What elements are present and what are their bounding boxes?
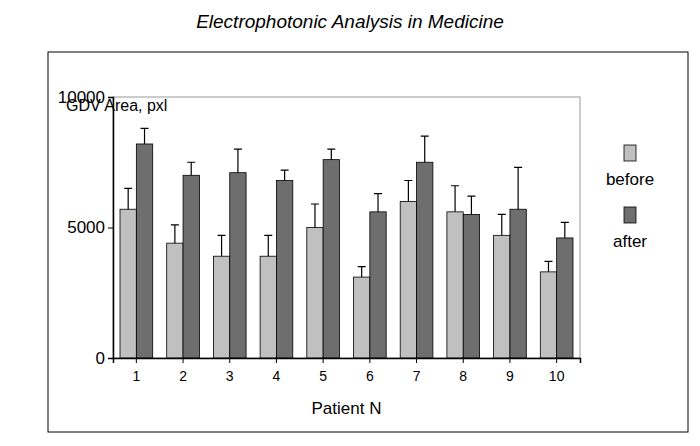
y-axis: 0500010000 [58,88,114,368]
x-tick-label: 1 [132,368,140,384]
x-tick-mark [369,358,370,363]
chart: Electrophotonic Analysis in Medicine 0 500… [0,0,700,446]
x-tick-mark [276,358,277,363]
error-bar [141,128,149,144]
legend-swatch [624,207,636,223]
y-tick-mark [108,228,113,229]
error-bar [374,194,382,212]
bar [494,235,510,358]
bar [557,238,573,358]
bar [400,201,416,358]
bar [323,160,339,358]
x-tick-label: 2 [179,368,187,384]
legend-label: before [606,170,654,189]
x-axis-title: Patient N [312,399,382,418]
x-tick-mark [509,358,510,363]
x-tick: 7 [413,358,421,384]
x-tick-label: 6 [366,368,374,384]
bars [120,128,573,358]
y-tick-mark [108,358,113,359]
bar [370,212,386,358]
x-tick: 3 [226,358,234,384]
bar [260,256,276,358]
error-bar [544,261,552,271]
x-tick: 1 [132,358,140,384]
legend: before after [606,145,654,251]
y-tick: 5000 [67,218,113,237]
x-tick-label: 5 [319,368,327,384]
bar [213,256,229,358]
x-tick-mark [183,358,184,363]
bar [463,214,479,358]
y-axis-title: GDV Area, pxl [66,97,167,114]
x-tick-label: 9 [506,368,514,384]
error-bar [234,149,242,172]
bar [540,272,556,358]
x-tick-label: 3 [226,368,234,384]
x-tick-label: 7 [413,368,421,384]
error-bar [187,162,195,175]
bar [510,209,526,358]
y-tick-label: 5000 [67,218,105,237]
error-bar [467,196,475,214]
plot-frame [113,97,580,358]
error-bar [451,186,459,212]
bar [183,175,199,358]
legend-swatch [624,145,636,161]
chart-frame [48,52,688,432]
error-bar [498,214,506,235]
error-bar [404,181,412,202]
bar [120,209,136,358]
error-bar [281,170,289,180]
x-tick-mark [229,358,230,363]
error-bar [561,222,569,238]
error-bar [311,204,319,227]
error-bar [124,188,132,209]
title: Electrophotonic Analysis in Medicine [196,11,504,32]
bar [417,162,433,358]
x-axis: 1 2 3 4 5 6 7 8 9 10 [114,358,581,384]
error-bar [358,267,366,277]
bar [276,181,292,358]
bar [230,173,246,358]
y-axis-line [108,98,114,359]
x-tick-mark [323,358,324,363]
x-axis-line [114,359,581,364]
legend-label: after [613,232,647,251]
series-1 [136,128,573,358]
x-tick: 8 [459,358,467,384]
x-tick: 9 [506,358,514,384]
error-bar [421,136,429,162]
x-tick-mark [416,358,417,363]
x-tick: 5 [319,358,327,384]
x-tick-mark [556,358,557,363]
x-tick: 4 [273,358,281,384]
x-tick: 2 [179,358,187,384]
error-bar [218,235,226,256]
x-tick-label: 4 [273,368,281,384]
bar [447,212,463,358]
y-tick-label: 0 [96,349,105,368]
x-tick-label: 10 [549,368,565,384]
y-tick: 0 [96,349,113,368]
x-tick-mark [136,358,137,363]
error-bar [171,225,179,243]
bar [167,243,183,358]
bar [136,144,152,358]
x-tick: 6 [366,358,374,384]
bar [354,277,370,358]
x-tick-label: 8 [459,368,467,384]
error-bar [264,235,272,256]
x-tick-mark [463,358,464,363]
x-tick: 10 [549,358,565,384]
bar [307,228,323,359]
error-bar [514,167,522,209]
error-bar [327,149,335,159]
